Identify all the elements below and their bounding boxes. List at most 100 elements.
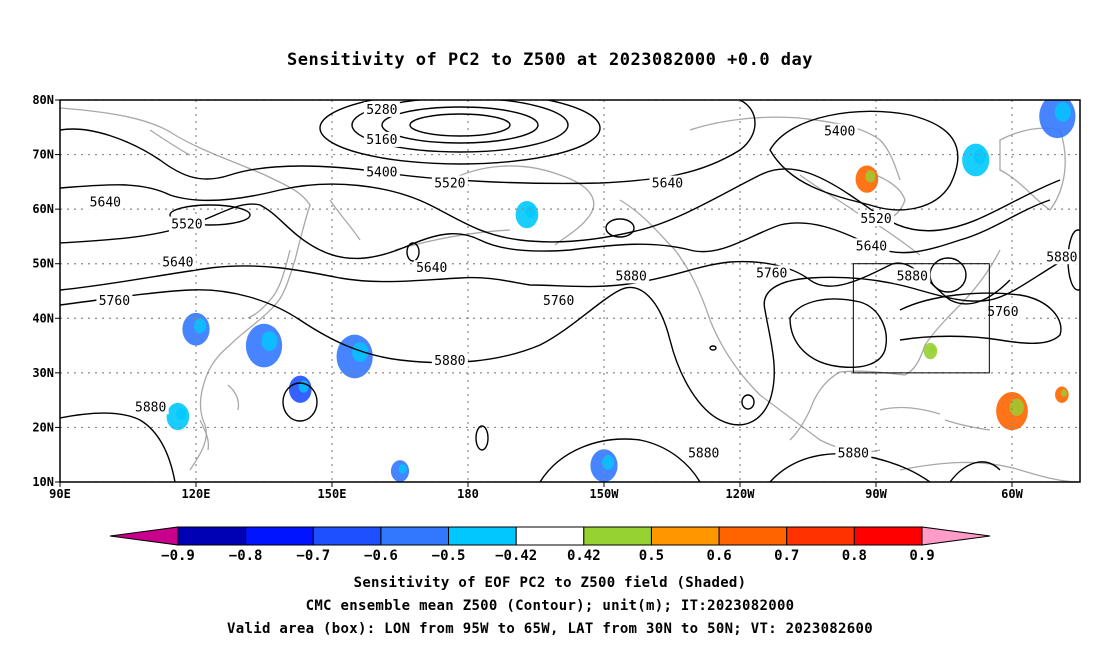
contour-label: 5880 [616,269,647,284]
contour-label-bg [613,268,650,284]
lat-tick-label: 70N [32,148,54,162]
colorbar-label: −0.9 [161,548,195,564]
contour-label: 5880 [1046,250,1077,265]
lat-tick-label: 10N [32,475,54,489]
colorbar-label: −0.6 [364,548,398,564]
lat-tick-label: 80N [32,93,54,107]
contour-label: 5640 [90,196,121,211]
lon-tick-label: 120W [726,487,756,501]
colorbar-swatch [853,526,923,546]
contour-label-bg [96,292,133,308]
contour-label: 5760 [756,267,787,282]
contour-label-bg [132,399,169,415]
contour-label: 5640 [652,177,683,192]
contour-label: 5520 [860,212,891,227]
lon-tick-label: 120E [182,487,211,501]
contour-label: 5520 [434,177,465,192]
shaded-region-edge [973,149,986,165]
contour-label-bg [853,238,890,254]
shaded-region-edge [601,454,615,470]
contour-label-bg [159,254,196,270]
shaded-region-edge [865,170,876,183]
contour-label: 5880 [135,400,166,415]
z500-contours [60,100,1080,482]
colorbar-label: 0.7 [774,548,799,564]
contour-label-bg [87,194,124,210]
shaded-region-edge [298,380,309,393]
contour-label: 5160 [366,133,397,148]
sensitivity-shading [166,100,1076,482]
contour-label-bg [540,292,577,308]
colorbar-swatch [312,526,382,546]
valid-area-rect [852,263,990,374]
lat-tick-label: 20N [32,420,54,434]
shaded-region-edge [261,331,278,352]
colorbar-under-triangle [109,526,179,546]
figure-title: Sensitivity of PC2 to Z500 at 2023082000… [286,50,813,70]
contour-label: 5880 [688,447,719,462]
colorbar-swatch [786,526,855,546]
map-frame [59,99,1081,483]
lat-tick-label: 50N [32,257,54,271]
colorbar-label: −0.5 [432,548,466,564]
contour-label-bg [431,175,468,191]
colorbar-label: 0.5 [639,548,664,564]
colorbar-swatch [177,526,247,546]
shaded-region-edge [1060,389,1067,397]
contour-label: 5640 [416,261,447,276]
colorbar-label: 0.8 [842,548,867,564]
lon-tick-label: 150W [590,487,620,501]
contour-label: 5280 [366,103,397,118]
contour-label-bg [894,268,931,284]
contour-label-bg [835,445,872,461]
contour-label: 5640 [856,239,887,254]
contour-label: 5760 [987,305,1018,320]
lat-tick-label: 40N [32,311,54,325]
contour-label-bg [1043,249,1080,265]
contour-label: 5880 [838,447,869,462]
colorbar-swatch [650,526,720,546]
lon-tick-label: 180 [457,487,479,501]
colorbar-swatch [718,526,788,546]
contour-label-bg [753,265,790,281]
contour-label: 5760 [543,294,574,309]
colorbar-swatch [380,526,450,546]
contour-label-bg [363,131,400,147]
shaded-region-edge [1009,398,1024,416]
contour-label-bg [168,216,205,232]
colorbar-swatch [448,526,517,546]
shaded-region-edge [1054,102,1071,122]
colorbar-label: −0.7 [296,548,330,564]
shaded-region-edge [176,407,187,420]
contour-label-bg [858,211,894,227]
map-background [60,100,1080,482]
lat-tick-label: 60N [32,202,54,216]
contour-label: 5880 [434,354,465,369]
shaded-region-edge [351,342,369,362]
contour-label-bg [363,164,400,180]
contour-label: 5640 [162,256,193,271]
shaded-region-edge [398,463,407,474]
contour-label-bg [821,123,858,139]
caption-line-1: Sensitivity of EOF PC2 to Z500 field (Sh… [353,575,747,591]
contour-label-bg [413,260,450,276]
shaded-region-edge [193,318,207,334]
contour-label-bg [984,303,1021,319]
contour-label-bg [685,445,722,461]
caption-line-3: Valid area (box): LON from 95W to 65W, L… [227,621,873,637]
colorbar-swatch [583,526,652,546]
colorbar-label: −0.8 [229,548,263,564]
contour-label-bg [431,352,468,368]
colorbar-swatch [245,526,314,546]
colorbar-label: 0.42 [567,548,601,564]
contour-label: 5760 [99,294,130,309]
contour-label: 5520 [171,218,202,233]
contour-label: 5880 [897,269,928,284]
contour-labels: 5280 5160 5400 5400 5520 5640 5520 5640 5640 5520… [87,101,1080,462]
colorbar-label: −0.42 [495,548,537,564]
colorbar: −0.9 −0.8 −0.7 −0.6 −0.5 −0.42 0.42 0.5 0.6 0.7 0.… [109,526,991,564]
valid-area-box [852,263,990,374]
colorbar-over-triangle [921,526,991,546]
contour-label: 5400 [824,125,855,140]
colorbar-swatch [515,526,585,546]
